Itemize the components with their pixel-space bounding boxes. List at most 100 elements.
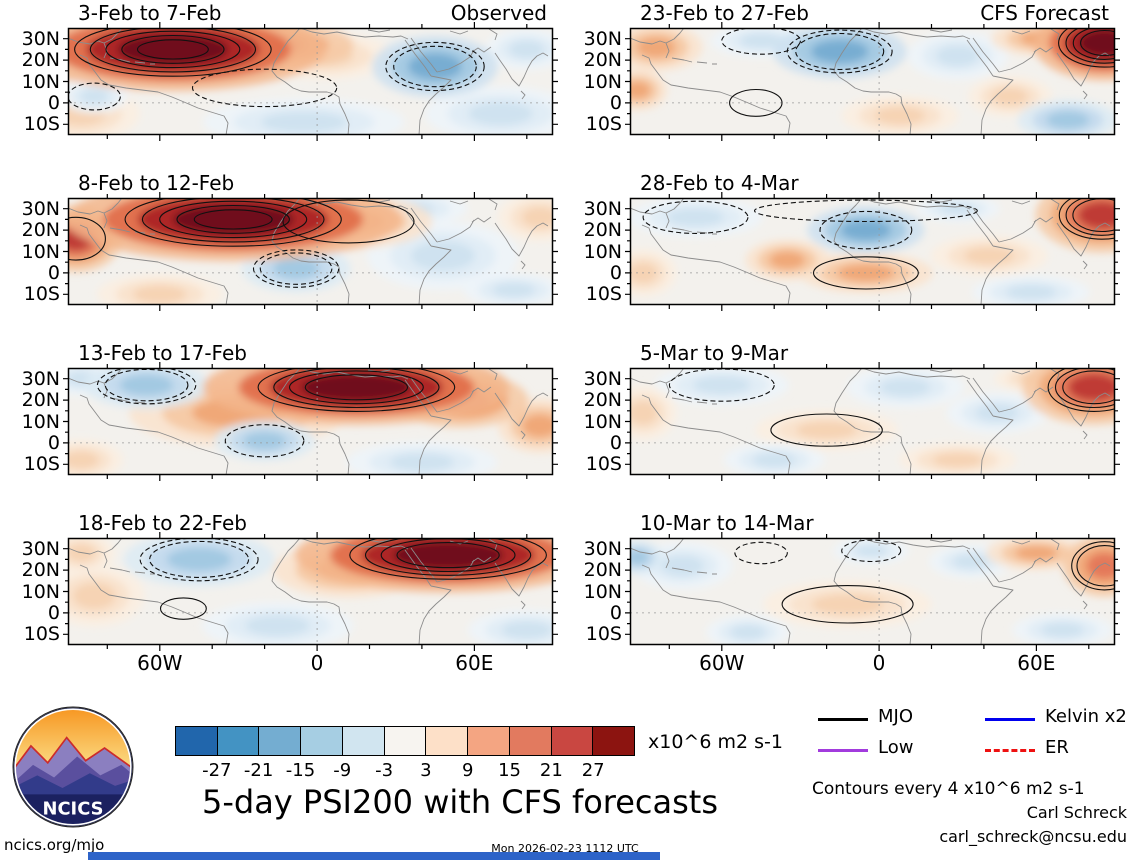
lat-tick-label: 20N <box>583 389 622 412</box>
colorbar-cell <box>217 727 260 755</box>
panel-period-label: 23-Feb to 27-Feb <box>640 1 809 25</box>
colorbar-tick-label: 21 <box>539 760 563 781</box>
kelvin-x2-legend-line <box>985 718 1035 721</box>
lat-tick-label: 20N <box>21 49 60 72</box>
lat-tick-label: 20N <box>583 559 622 582</box>
er-legend-line <box>985 749 1035 752</box>
colorbar-cell <box>593 727 635 755</box>
generation-timestamp: Mon 2026-02-23 1112 UTC <box>491 842 639 855</box>
lat-tick-label: 10S <box>585 623 622 646</box>
lat-tick-label: 20N <box>21 219 60 242</box>
colorbar-cell <box>551 727 594 755</box>
map-plot <box>63 532 558 651</box>
colorbar-tick-label: -15 <box>285 760 316 781</box>
lat-tick-label: 10S <box>585 453 622 476</box>
column-header-label: Observed <box>450 1 547 25</box>
legend-label: Kelvin x2 <box>1045 706 1127 727</box>
credit-name: Carl Schreck <box>1026 803 1127 822</box>
colorbar-cell <box>342 727 385 755</box>
lat-tick-label: 20N <box>21 559 60 582</box>
map-plot <box>63 192 558 311</box>
lat-tick-label: 10N <box>21 240 60 263</box>
colorbar-tick-label: 9 <box>461 760 474 781</box>
lat-tick-label: 10S <box>23 283 60 306</box>
colorbar-cell <box>509 727 552 755</box>
lat-tick-label: 10S <box>23 623 60 646</box>
colorbar-tick-label: 27 <box>581 760 605 781</box>
lat-tick-label: 0 <box>609 431 622 454</box>
lat-tick-label: 20N <box>21 389 60 412</box>
colorbar-tick-label: -3 <box>375 760 394 781</box>
lat-tick-label: 0 <box>609 261 622 284</box>
panel-period-label: 13-Feb to 17-Feb <box>78 341 247 365</box>
colorbar-cell <box>259 727 302 755</box>
lat-tick-label: 10N <box>21 580 60 603</box>
colorbar-cell <box>468 727 510 755</box>
figure-title: 5-day PSI200 with CFS forecasts <box>201 783 719 821</box>
panel-period-label: 10-Mar to 14-Mar <box>640 511 814 535</box>
ncics-logo-graphic: NCICS <box>12 706 134 828</box>
colorbar <box>175 726 635 756</box>
lat-tick-label: 10N <box>583 240 622 263</box>
map-plot <box>625 362 1120 481</box>
map-plot <box>63 22 558 141</box>
credit-email: carl_schreck@ncsu.edu <box>939 827 1127 846</box>
lat-tick-label: 10S <box>23 453 60 476</box>
colorbar-tick-label: 3 <box>420 760 432 781</box>
panel-period-label: 3-Feb to 7-Feb <box>78 1 222 25</box>
lon-tick-label: 60E <box>1017 651 1056 675</box>
mjo-legend-line <box>818 718 868 721</box>
map-plot <box>625 192 1120 311</box>
lon-tick-label: 60W <box>137 651 183 675</box>
lat-tick-label: 30N <box>21 367 60 390</box>
legend-label: MJO <box>878 706 914 727</box>
colorbar-cell <box>426 727 469 755</box>
ncics-logo: NCICS <box>12 706 134 828</box>
column-header-label: CFS Forecast <box>980 1 1109 25</box>
lat-tick-label: 30N <box>583 537 622 560</box>
lat-tick-label: 10S <box>23 113 60 136</box>
lat-tick-label: 20N <box>583 219 622 242</box>
lat-tick-label: 10N <box>583 70 622 93</box>
panel-period-label: 18-Feb to 22-Feb <box>78 511 247 535</box>
panel-period-label: 28-Feb to 4-Mar <box>640 171 799 195</box>
colorbar-cell <box>176 727 218 755</box>
lat-tick-label: 20N <box>583 49 622 72</box>
lat-tick-label: 30N <box>583 197 622 220</box>
lat-tick-label: 0 <box>609 601 622 624</box>
lon-tick-label: 60E <box>455 651 494 675</box>
lat-tick-label: 30N <box>21 197 60 220</box>
map-panel <box>625 22 1120 141</box>
logo-text: NCICS <box>43 798 104 819</box>
lat-tick-label: 0 <box>47 91 60 114</box>
lon-tick-label: 60W <box>699 651 745 675</box>
lat-tick-label: 30N <box>583 367 622 390</box>
lat-tick-label: 10N <box>21 410 60 433</box>
map-panel <box>625 532 1120 651</box>
colorbar-tick-label: 15 <box>498 760 521 781</box>
colorbar-tick-label: -21 <box>243 760 274 781</box>
lat-tick-label: 30N <box>21 537 60 560</box>
lat-tick-label: 0 <box>47 261 60 284</box>
map-panel <box>625 192 1120 311</box>
map-panel <box>63 362 558 481</box>
legend-label: ER <box>1045 737 1069 758</box>
lon-tick-label: 0 <box>872 651 886 675</box>
map-plot <box>625 532 1120 651</box>
panel-period-label: 8-Feb to 12-Feb <box>78 171 235 195</box>
lat-tick-label: 10N <box>583 410 622 433</box>
lat-tick-label: 10N <box>583 580 622 603</box>
lat-tick-label: 30N <box>583 27 622 50</box>
map-plot <box>625 22 1120 141</box>
map-plot <box>63 362 558 481</box>
panel-period-label: 5-Mar to 9-Mar <box>640 341 789 365</box>
colorbar-tick-label: -27 <box>202 760 232 781</box>
lat-tick-label: 10N <box>21 70 60 93</box>
legend-label: Low <box>878 737 914 758</box>
lat-tick-label: 10S <box>585 113 622 136</box>
site-url: ncics.org/mjo <box>4 836 105 854</box>
bottom-blue-strip <box>88 852 660 860</box>
colorbar-cell <box>384 727 427 755</box>
lat-tick-label: 0 <box>47 431 60 454</box>
